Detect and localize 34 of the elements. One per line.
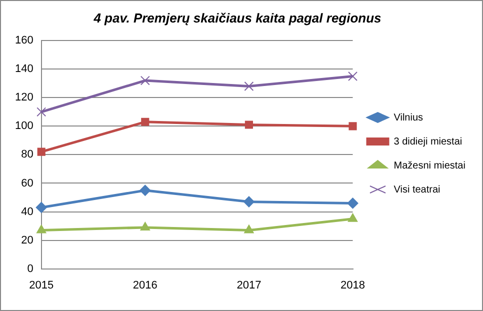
y-tick-label: 0: [27, 262, 34, 275]
point: [36, 107, 46, 117]
y-tick-label: 40: [21, 206, 34, 218]
legend-label: Visi teatrai: [394, 184, 440, 196]
chart-title: 4 pav. Premjerų skaičiaus kaita pagal regionus: [92, 10, 382, 26]
x-tick-label: 2016: [132, 279, 158, 292]
point: [348, 213, 358, 222]
point: [244, 120, 253, 129]
x-tick-label: 2017: [236, 279, 262, 292]
point: [348, 72, 358, 81]
y-tick-label: 60: [21, 177, 34, 190]
point: [347, 198, 358, 209]
y-tick-label: 100: [14, 120, 34, 132]
point: [37, 148, 46, 156]
point: [243, 196, 254, 208]
point: [140, 184, 151, 196]
x-tick-label: 2015: [29, 279, 54, 292]
point: [36, 224, 46, 234]
point: [140, 76, 150, 86]
y-tick-label: 140: [14, 63, 34, 76]
legend-label: 3 didieji miestai: [394, 136, 462, 148]
point: [141, 118, 150, 126]
legend-label: Mažesni miestai: [394, 160, 466, 172]
point: [244, 224, 254, 234]
y-tick-label: 20: [21, 234, 34, 246]
point: [36, 202, 47, 213]
y-tick-label: 160: [14, 34, 34, 47]
y-tick-label: 120: [14, 92, 34, 104]
legend-label: Vilnius: [394, 112, 424, 124]
x-tick-label: 2018: [340, 279, 365, 292]
point: [348, 122, 357, 130]
y-tick-label: 80: [21, 148, 34, 161]
point: [244, 82, 254, 91]
point: [140, 222, 150, 230]
